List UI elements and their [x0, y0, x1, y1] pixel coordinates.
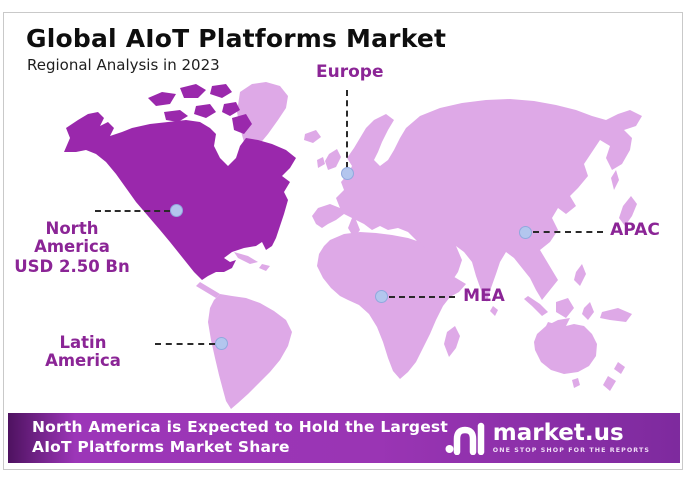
label-mea: MEA [463, 286, 505, 306]
dot-mea [375, 290, 388, 303]
sakhalin-region [611, 170, 619, 190]
new-guinea-region [600, 308, 632, 322]
iceland-region [304, 130, 321, 143]
hispaniola-region [259, 264, 270, 271]
leader-line-apac [533, 231, 603, 233]
leader-line-latin-america [155, 343, 215, 345]
banner-line-2: AIoT Platforms Market Share [32, 438, 290, 456]
dot-north-america [170, 204, 183, 217]
cuba-region [234, 252, 258, 264]
africa-region [317, 232, 466, 379]
dot-europe [341, 167, 354, 180]
page-title: Global AIoT Platforms Market [26, 24, 447, 53]
borneo-region [556, 298, 574, 318]
base-regions [196, 82, 642, 409]
sumatra-region [524, 296, 548, 316]
marketus-logo-tagline: ONE STOP SHOP FOR THE REPORTS [492, 447, 650, 454]
dot-apac [519, 226, 532, 239]
leader-line-north-america [95, 210, 170, 212]
north-america-region [64, 112, 296, 280]
marketus-logo: market.us ONE STOP SHOP FOR THE REPORTS [445, 419, 650, 457]
label-north-america-value: USD 2.50 Bn [14, 257, 130, 277]
philippines-region [574, 264, 586, 286]
tasmania-region [572, 378, 580, 388]
japan-region [619, 196, 637, 226]
greenland-region [237, 82, 288, 152]
new-zealand-north-region [614, 362, 625, 374]
ireland-region [317, 157, 325, 168]
label-apac: APAC [610, 220, 660, 240]
bottom-banner: North America is Expected to Hold the La… [8, 413, 680, 463]
banner-text: North America is Expected to Hold the La… [32, 418, 448, 458]
label-europe: Europe [316, 62, 384, 82]
label-north-america: North America USD 2.50 Bn [6, 219, 138, 277]
madagascar-region [444, 326, 460, 357]
banner-line-1: North America is Expected to Hold the La… [32, 418, 448, 437]
highlighted-regions [64, 84, 296, 280]
central-america-region [196, 282, 220, 298]
marketus-logo-name: market.us [492, 420, 624, 446]
australia-region [534, 318, 597, 374]
leader-line-europe [346, 90, 348, 168]
sri-lanka-region [490, 306, 498, 316]
marketus-logo-icon [445, 422, 484, 455]
south-america-region [208, 294, 292, 409]
label-latin-america: Latin America [45, 333, 121, 371]
leader-line-mea [389, 296, 455, 298]
label-north-america-name: North America [34, 219, 110, 257]
dot-latin-america [215, 337, 228, 350]
eurasia-region [312, 99, 642, 302]
sulawesi-region [582, 302, 594, 320]
page-subtitle: Regional Analysis in 2023 [27, 56, 220, 74]
uk-region [325, 149, 341, 170]
marketus-logo-text: market.us ONE STOP SHOP FOR THE REPORTS [492, 420, 650, 455]
new-zealand-south-region [603, 376, 616, 391]
